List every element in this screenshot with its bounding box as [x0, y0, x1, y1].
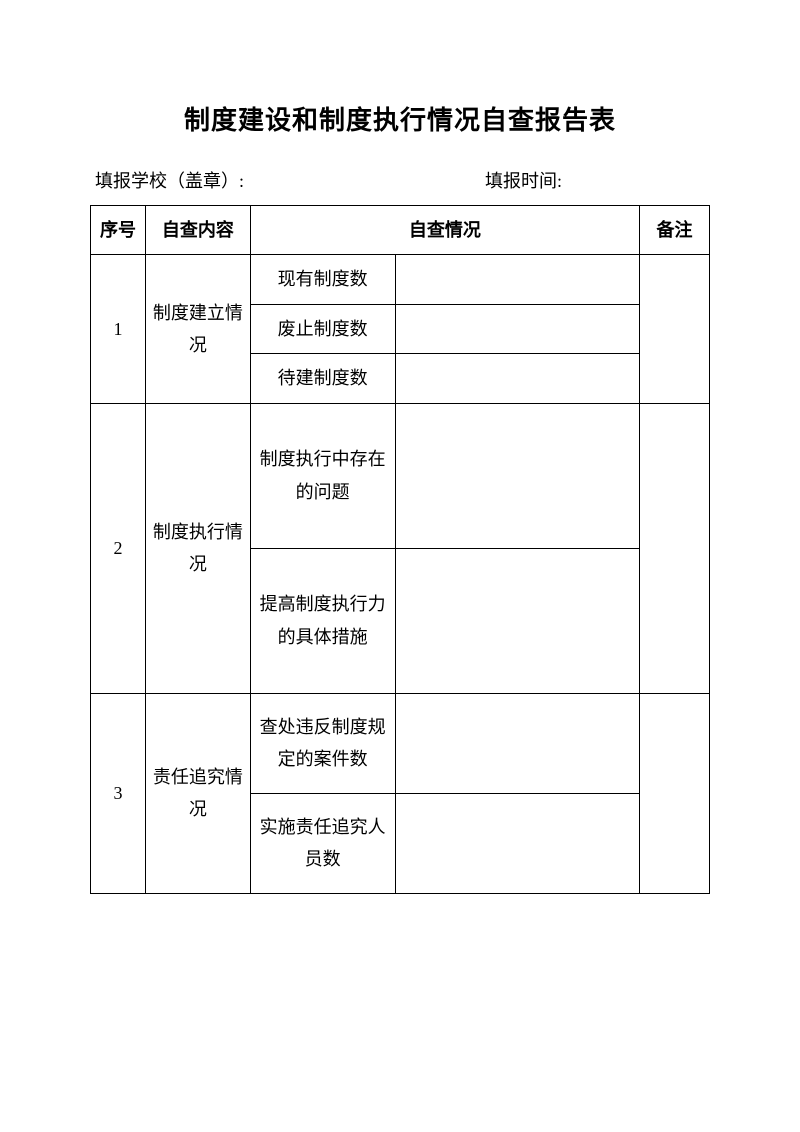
time-label: 填报时间: [485, 167, 705, 193]
header-remark: 备注 [640, 206, 710, 255]
content-cell: 制度执行情况 [145, 403, 250, 693]
header-row: 序号 自查内容 自查情况 备注 [91, 206, 710, 255]
content-cell: 制度建立情况 [145, 255, 250, 403]
table-row: 1 制度建立情况 现有制度数 [91, 255, 710, 304]
remark-cell [640, 693, 710, 893]
seq-cell: 3 [91, 693, 146, 893]
sub-value [395, 693, 640, 793]
seq-cell: 1 [91, 255, 146, 403]
meta-row: 填报学校（盖章）: 填报时间: [90, 167, 710, 193]
sub-label: 现有制度数 [250, 255, 395, 304]
sub-value [395, 403, 640, 548]
header-seq: 序号 [91, 206, 146, 255]
remark-cell [640, 255, 710, 403]
sub-value [395, 793, 640, 893]
content-cell: 责任追究情况 [145, 693, 250, 893]
sub-label: 提高制度执行力的具体措施 [250, 548, 395, 693]
school-label: 填报学校（盖章）: [95, 167, 485, 193]
seq-cell: 2 [91, 403, 146, 693]
table-row: 3 责任追究情况 查处违反制度规定的案件数 [91, 693, 710, 793]
header-content: 自查内容 [145, 206, 250, 255]
sub-value [395, 255, 640, 304]
report-title: 制度建设和制度执行情况自查报告表 [90, 100, 710, 137]
sub-label: 废止制度数 [250, 304, 395, 353]
sub-label: 制度执行中存在的问题 [250, 403, 395, 548]
sub-value [395, 548, 640, 693]
sub-value [395, 304, 640, 353]
header-situation: 自查情况 [250, 206, 639, 255]
sub-label: 查处违反制度规定的案件数 [250, 693, 395, 793]
table-row: 2 制度执行情况 制度执行中存在的问题 [91, 403, 710, 548]
sub-label: 实施责任追究人员数 [250, 793, 395, 893]
remark-cell [640, 403, 710, 693]
sub-label: 待建制度数 [250, 354, 395, 403]
sub-value [395, 354, 640, 403]
report-table: 序号 自查内容 自查情况 备注 1 制度建立情况 现有制度数 废止制度数 待建制… [90, 205, 710, 894]
